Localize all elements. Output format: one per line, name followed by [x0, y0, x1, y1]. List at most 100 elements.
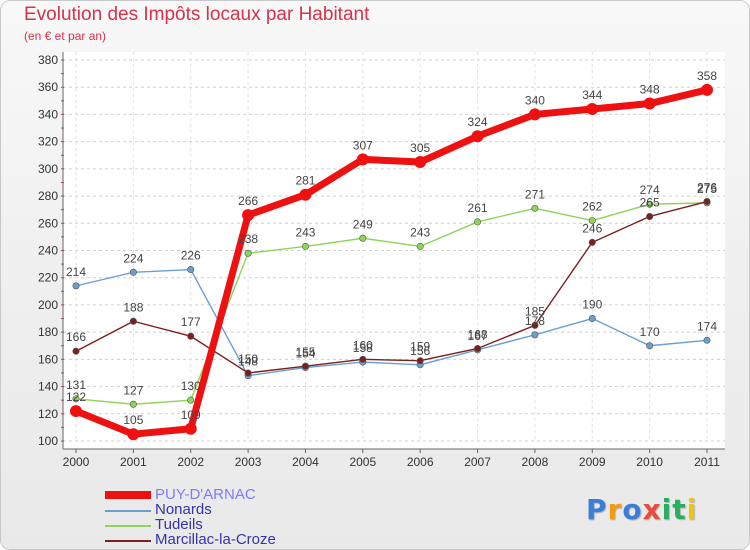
y-tick-label: 200: [38, 298, 58, 312]
y-tick-label: 300: [38, 162, 58, 176]
data-point-marcillac-la-croze: [474, 344, 482, 352]
data-point-nonards: [72, 282, 80, 290]
data-label-nonards: 174: [697, 319, 717, 333]
data-label-marcillac-la-croze: 150: [238, 352, 258, 366]
series-line-nonards: [75, 268, 708, 377]
chart-subtitle: (en € et par an): [24, 29, 107, 43]
data-label-tudeils: 130: [181, 379, 201, 393]
data-point-marcillac-la-croze: [359, 355, 367, 363]
data-label-puy-d-arnac: 109: [181, 408, 201, 422]
data-label-puy-d-arnac: 307: [353, 138, 373, 152]
logo-letter: i: [661, 493, 673, 526]
data-point-tudeils: [72, 395, 80, 403]
y-tick-label: 260: [38, 216, 58, 230]
legend-label: Marcillac-la-Croze: [155, 531, 276, 548]
logo-letter: o: [622, 493, 643, 526]
data-point-nonards: [646, 342, 654, 350]
data-label-puy-d-arnac: 324: [468, 115, 488, 129]
data-point-puy-d-arnac: [356, 153, 369, 166]
y-tick-label: 320: [38, 135, 58, 149]
data-point-puy-d-arnac: [242, 209, 255, 222]
y-tick-label: 360: [38, 80, 58, 94]
x-tick-label: 2009: [579, 455, 606, 469]
data-label-puy-d-arnac: 344: [582, 88, 602, 102]
data-label-nonards: 214: [66, 265, 86, 279]
data-label-puy-d-arnac: 281: [295, 174, 315, 188]
y-tick-label: 340: [38, 107, 58, 121]
data-label-nonards: 148: [238, 355, 258, 369]
series-line-puy-d-arnac: [72, 86, 711, 438]
data-label-marcillac-la-croze: 188: [123, 300, 143, 314]
y-tick-label: 180: [38, 325, 58, 339]
data-point-nonards: [531, 331, 539, 339]
series-line-marcillac-la-croze: [75, 200, 708, 374]
data-point-puy-d-arnac: [586, 102, 599, 115]
x-tick-label: 2002: [177, 455, 204, 469]
x-tick-label: 2001: [120, 455, 147, 469]
logo-letter: r: [607, 493, 623, 526]
data-label-marcillac-la-croze: 177: [181, 315, 201, 329]
logo-letter: x: [642, 493, 662, 526]
data-point-tudeils: [474, 218, 482, 226]
data-point-puy-d-arnac: [184, 422, 197, 435]
data-point-nonards: [588, 315, 596, 323]
data-point-nonards: [187, 266, 195, 274]
data-point-tudeils: [646, 200, 654, 208]
data-label-marcillac-la-croze: 155: [295, 345, 315, 359]
y-tick-label: 240: [38, 244, 58, 258]
y-tick-label: 160: [38, 352, 58, 366]
y-tick-label: 220: [38, 271, 58, 285]
data-label-marcillac-la-croze: 166: [66, 330, 86, 344]
data-label-puy-d-arnac: 358: [697, 69, 717, 83]
data-label-nonards: 158: [353, 341, 373, 355]
data-point-marcillac-la-croze: [703, 198, 711, 206]
y-tick-label: 280: [38, 189, 58, 203]
data-label-marcillac-la-croze: 185: [525, 304, 545, 318]
data-point-marcillac-la-croze: [646, 212, 654, 220]
data-point-marcillac-la-croze: [244, 369, 252, 377]
data-point-puy-d-arnac: [471, 130, 484, 143]
x-tick-label: 2005: [349, 455, 376, 469]
data-point-puy-d-arnac: [643, 97, 656, 110]
legend-swatch-puy-d-arnac: [105, 491, 151, 499]
data-label-nonards: 156: [410, 344, 430, 358]
y-tick-label: 140: [38, 380, 58, 394]
legend-swatch-nonards: [105, 510, 151, 512]
data-label-puy-d-arnac: 122: [66, 390, 86, 404]
data-point-marcillac-la-croze: [129, 317, 137, 325]
y-tick-label: 120: [38, 407, 58, 421]
data-point-tudeils: [416, 242, 424, 250]
data-point-marcillac-la-croze: [588, 238, 596, 246]
data-label-marcillac-la-croze: 160: [353, 338, 373, 352]
x-tick-label: 2008: [522, 455, 549, 469]
data-point-puy-d-arnac: [299, 188, 312, 201]
data-point-puy-d-arnac: [701, 83, 713, 96]
data-point-marcillac-la-croze: [531, 321, 539, 329]
data-label-tudeils: 238: [238, 232, 258, 246]
data-point-nonards: [703, 336, 711, 344]
data-label-tudeils: 131: [66, 378, 86, 392]
x-tick-label: 2010: [636, 455, 663, 469]
data-label-tudeils: 262: [582, 200, 602, 214]
data-point-marcillac-la-croze: [416, 357, 424, 365]
data-label-nonards: 170: [640, 325, 660, 339]
data-label-tudeils: 243: [295, 225, 315, 239]
y-tick-label: 100: [38, 434, 58, 448]
data-label-puy-d-arnac: 340: [525, 93, 545, 107]
data-label-tudeils: 249: [353, 217, 373, 231]
x-tick-label: 2011: [694, 455, 720, 469]
legend-swatch-tudeils: [105, 525, 151, 527]
series-line-tudeils: [75, 202, 708, 405]
data-label-tudeils: 261: [468, 201, 488, 215]
data-label-marcillac-la-croze: 159: [410, 340, 430, 354]
data-label-puy-d-arnac: 266: [238, 194, 258, 208]
data-label-puy-d-arnac: 348: [640, 83, 660, 97]
data-label-nonards: 167: [468, 329, 488, 343]
legend-swatch-marcillac-la-croze: [105, 540, 151, 542]
data-label-marcillac-la-croze: 276: [697, 181, 717, 195]
x-tick-label: 2006: [407, 455, 434, 469]
data-label-nonards: 154: [295, 347, 315, 361]
logo-letter: P: [586, 493, 608, 526]
